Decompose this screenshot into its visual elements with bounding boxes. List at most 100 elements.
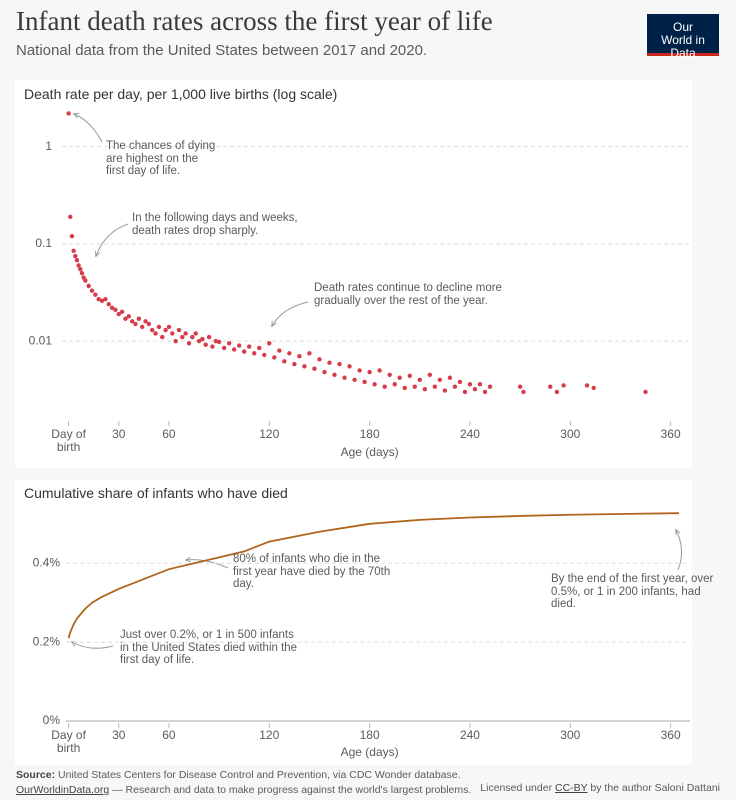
- point: [347, 364, 352, 369]
- x-tick-label: 240: [459, 427, 480, 441]
- point: [183, 331, 188, 336]
- annotation: The chances of dying are highest on the …: [106, 140, 216, 177]
- point: [521, 389, 526, 395]
- point: [103, 296, 108, 302]
- point: [180, 334, 185, 340]
- point: [213, 338, 218, 344]
- annotation-arrows: [72, 114, 682, 649]
- point: [160, 334, 165, 340]
- point: [487, 384, 493, 389]
- point: [427, 372, 433, 378]
- point: [196, 338, 202, 344]
- point: [277, 348, 282, 353]
- x-axis-label: Age (days): [340, 745, 399, 759]
- point: [86, 283, 91, 289]
- license-line: Licensed under CC-BY by the author Salon…: [480, 782, 720, 794]
- annotation: By the end of the first year, over 0.5%,…: [551, 573, 714, 610]
- point: [119, 309, 125, 315]
- point: [116, 311, 121, 317]
- point: [68, 214, 73, 220]
- point: [241, 349, 247, 354]
- point: [357, 368, 362, 373]
- logo[interactable]: Our World in Data: [647, 14, 719, 60]
- point: [186, 341, 192, 346]
- y-tick-label: 1: [45, 139, 52, 153]
- point: [561, 383, 566, 388]
- point: [387, 372, 392, 378]
- point: [367, 369, 372, 375]
- arrow: [74, 114, 103, 143]
- point: [472, 387, 478, 392]
- point: [297, 353, 302, 359]
- x-tick-label: 180: [359, 728, 380, 742]
- annotation: Death rates continue to decline more gra…: [314, 282, 502, 307]
- point: [210, 344, 215, 349]
- point: [109, 305, 115, 311]
- site-link[interactable]: OurWorldinData.org: [16, 784, 110, 796]
- x-axis-label: Age (days): [340, 445, 399, 459]
- point: [342, 375, 347, 380]
- y-tick-label: 0.01: [29, 333, 53, 347]
- arrow: [676, 530, 682, 571]
- point: [362, 379, 367, 385]
- point: [126, 314, 132, 319]
- arrow: [72, 642, 114, 649]
- point: [143, 319, 148, 324]
- point: [66, 111, 71, 116]
- point: [407, 373, 412, 378]
- point: [287, 351, 292, 356]
- point: [322, 369, 327, 375]
- point: [337, 361, 342, 367]
- point: [173, 338, 178, 344]
- license-link[interactable]: CC-BY: [555, 782, 588, 794]
- y-tick-label: 0.4%: [33, 555, 61, 569]
- point: [113, 307, 118, 312]
- point: [352, 377, 357, 383]
- point: [139, 324, 145, 330]
- point: [267, 341, 272, 346]
- point: [133, 321, 138, 327]
- x-tick-label: 360: [660, 427, 681, 441]
- point: [412, 384, 417, 389]
- point: [437, 377, 443, 383]
- point: [123, 316, 128, 321]
- site-line: OurWorldinData.org — Research and data t…: [16, 784, 471, 796]
- x-tick-label: 240: [459, 728, 480, 742]
- point: [332, 372, 337, 378]
- panel: [15, 480, 692, 765]
- point: [312, 366, 317, 371]
- point: [74, 257, 80, 263]
- y-tick-label: 0%: [43, 713, 61, 727]
- point: [153, 331, 158, 336]
- point: [150, 327, 155, 333]
- point: [402, 385, 407, 391]
- annotation: Just over 0.2%, or 1 in 500 infants in t…: [120, 629, 298, 666]
- point: [307, 351, 312, 356]
- point: [99, 298, 105, 303]
- point: [447, 375, 453, 380]
- point: [83, 278, 88, 283]
- point: [73, 253, 78, 259]
- point: [78, 266, 83, 272]
- arrow: [96, 223, 129, 256]
- y-tick-label: 0.2%: [33, 634, 61, 648]
- point: [193, 331, 198, 336]
- x-tick-label: 60: [162, 427, 176, 441]
- source-line: Source: United States Centers for Diseas…: [16, 769, 461, 781]
- line: [67, 512, 680, 639]
- point: [129, 319, 135, 324]
- point: [548, 384, 553, 389]
- subtitle: National data from the United States bet…: [16, 42, 428, 59]
- point: [482, 389, 488, 395]
- point: [327, 360, 332, 365]
- point: [216, 339, 222, 345]
- x-tick-label: 360: [660, 728, 681, 742]
- point: [417, 377, 422, 383]
- x-tick-label: 300: [560, 728, 581, 742]
- point: [226, 341, 232, 346]
- site-text: — Research and data to make progress aga…: [112, 784, 472, 796]
- point: [170, 331, 175, 336]
- point: [477, 382, 483, 387]
